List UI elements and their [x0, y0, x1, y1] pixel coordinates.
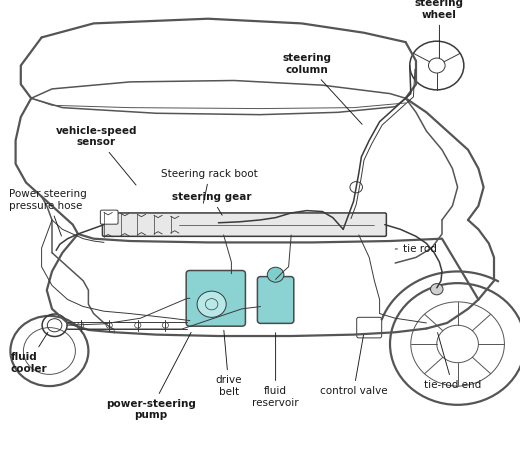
Circle shape	[162, 322, 168, 328]
FancyBboxPatch shape	[357, 317, 382, 338]
Text: tie rod: tie rod	[395, 244, 437, 254]
FancyBboxPatch shape	[257, 277, 294, 323]
Circle shape	[431, 284, 443, 295]
Text: fluid
reservoir: fluid reservoir	[252, 333, 299, 408]
Text: drive
belt: drive belt	[216, 330, 242, 397]
Text: Power steering
pressure hose: Power steering pressure hose	[9, 189, 87, 236]
Text: steering
wheel: steering wheel	[415, 0, 464, 58]
FancyBboxPatch shape	[100, 210, 118, 224]
Text: steering
column: steering column	[282, 53, 362, 124]
Text: Steering rack boot: Steering rack boot	[161, 169, 258, 203]
FancyBboxPatch shape	[186, 271, 245, 326]
Circle shape	[197, 291, 226, 317]
Text: fluid
cooler: fluid cooler	[10, 332, 48, 373]
Circle shape	[135, 322, 141, 328]
Circle shape	[350, 182, 362, 193]
Circle shape	[267, 267, 284, 282]
Text: steering gear: steering gear	[172, 192, 251, 215]
Text: vehicle-speed
sensor: vehicle-speed sensor	[56, 126, 137, 185]
Circle shape	[77, 322, 84, 328]
FancyBboxPatch shape	[102, 213, 386, 236]
Circle shape	[106, 322, 112, 328]
Text: power-steering
pump: power-steering pump	[106, 332, 196, 420]
Text: control valve: control valve	[320, 335, 387, 396]
Text: tie-rod end: tie-rod end	[424, 333, 481, 390]
